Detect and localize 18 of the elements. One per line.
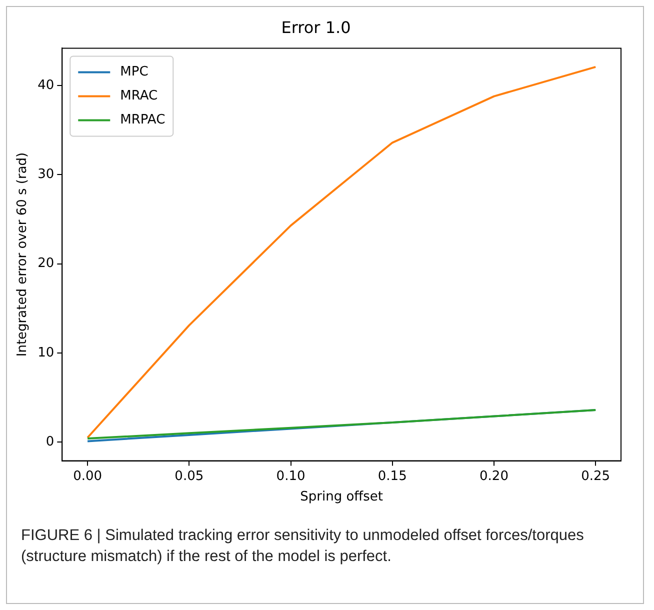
x-axis-title: Spring offset [300, 490, 384, 505]
legend-label: MRPAC [120, 112, 166, 128]
chart-title: Error 1.0 [281, 18, 351, 37]
legend-label: MRAC [120, 88, 158, 104]
x-tick-label: 0.00 [73, 468, 102, 484]
y-axis-title: Integrated error over 60 s (rad) [15, 152, 30, 357]
x-tick-label: 0.15 [378, 468, 407, 484]
x-tick-label: 0.05 [174, 468, 204, 484]
caption: FIGURE 6 | Simulated tracking error sensitivity to unmodeled offset forces/torques (structure mismatch) if the rest of the model is perfect. [21, 526, 585, 567]
legend-label: MPC [120, 64, 148, 80]
x-tick-label: 0.20 [480, 468, 508, 484]
y-tick-label: 20 [38, 256, 54, 272]
y-tick-label: 30 [38, 167, 54, 182]
y-tick-label: 10 [38, 345, 54, 360]
x-tick-label: 0.10 [276, 468, 306, 484]
x-tick-label: 0.25 [581, 468, 610, 484]
y-tick-label: 0 [46, 434, 54, 450]
y-tick-label: 40 [38, 78, 54, 94]
